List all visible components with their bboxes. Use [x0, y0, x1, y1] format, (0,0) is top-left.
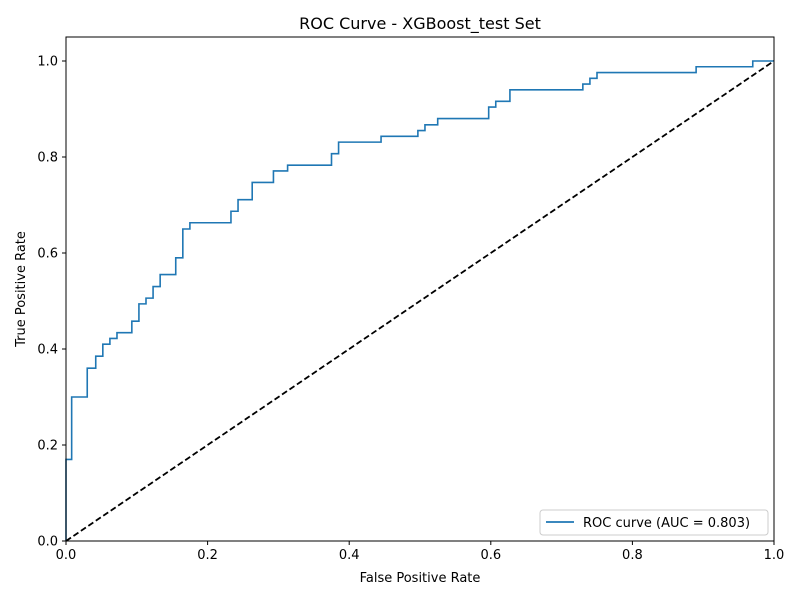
legend: ROC curve (AUC = 0.803): [539, 509, 769, 536]
y-tick-label: 0.8: [37, 151, 58, 166]
y-tick-label: 0.0: [37, 535, 58, 550]
plot-area: 0.0 0.2 0.4 0.6 0.8 1.0 0.0 0.2 0.4 0.6 0.8 1.0: [37, 36, 785, 563]
x-tick-label: 0.2: [197, 548, 218, 563]
roc-curve-line: [65, 60, 774, 541]
chance-diagonal-line: [65, 60, 775, 542]
y-tick-label: 0.6: [37, 247, 58, 262]
y-tick-label: 0.2: [37, 439, 58, 454]
x-tick-label: 0.4: [339, 548, 360, 563]
x-tick-label: 0.0: [56, 548, 77, 563]
legend-box: [539, 509, 769, 536]
x-tick-label: 1.0: [764, 548, 785, 563]
x-axis-label: False Positive Rate: [360, 571, 481, 586]
x-tick-label: 0.6: [480, 548, 501, 563]
plot-frame: [65, 36, 775, 542]
x-tick-label: 0.8: [622, 548, 643, 563]
chart-title: ROC Curve - XGBoost_test Set: [299, 14, 541, 34]
y-tick-label: 1.0: [37, 55, 58, 70]
y-axis-label: True Positive Rate: [14, 231, 29, 348]
legend-label-roc: ROC curve (AUC = 0.803): [583, 516, 750, 531]
y-tick-label: 0.4: [37, 343, 58, 358]
